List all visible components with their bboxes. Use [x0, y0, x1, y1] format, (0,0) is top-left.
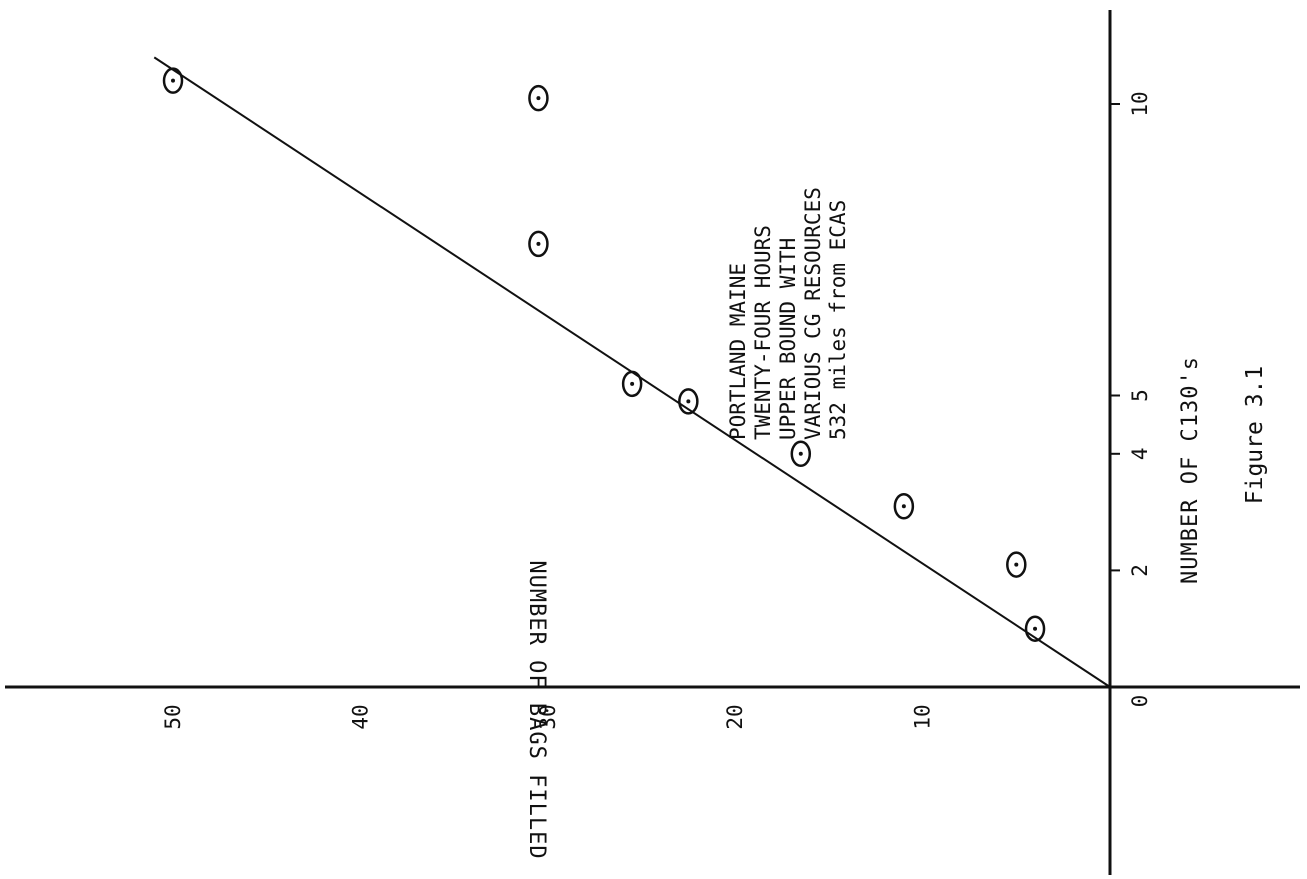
- annotation-line: VARIOUS CG RESOURCES: [801, 187, 825, 440]
- data-point-ring: [528, 84, 549, 112]
- annotation-line: TWENTY-FOUR HOURS: [751, 225, 775, 440]
- x-tick-label: 0: [1128, 695, 1152, 708]
- data-point: [621, 370, 643, 398]
- y-tick-label: 30: [536, 704, 560, 729]
- y-tick-label: 20: [723, 704, 747, 729]
- data-point-dot: [1033, 626, 1038, 631]
- data-point: [528, 84, 549, 112]
- data-point-dot: [630, 381, 635, 386]
- data-point-dot: [901, 504, 906, 509]
- tick-labels: 024510151020304050: [161, 91, 1152, 729]
- data-point: [678, 388, 699, 415]
- data-point-ring: [528, 230, 549, 258]
- y-tick-label: 10: [911, 704, 935, 729]
- x-tick-label: 4: [1128, 447, 1152, 460]
- annotation-line: 532 miles from ECAS: [826, 200, 850, 440]
- data-point-dot: [536, 96, 541, 101]
- data-point: [893, 493, 915, 520]
- y-axis-title: NUMBER OF BAGS FILLED: [524, 560, 549, 859]
- data-point-dot: [686, 399, 691, 404]
- data-point: [790, 440, 812, 468]
- figure-caption: Figure 3.1: [1242, 366, 1268, 504]
- data-point-dot: [171, 78, 175, 83]
- data-point: [1024, 615, 1046, 642]
- y-tick-label: 50: [161, 704, 185, 729]
- annotation-line: PORTLAND MAINE: [726, 263, 750, 440]
- axes: [5, 10, 1300, 875]
- data-points: [162, 67, 1046, 642]
- data-point-dot: [1014, 562, 1019, 567]
- data-point: [162, 67, 184, 94]
- data-point-ring: [621, 370, 643, 398]
- data-point-dot: [536, 241, 541, 246]
- data-point: [1006, 551, 1027, 578]
- data-point-dot: [798, 451, 803, 456]
- x-axis-title: NUMBER OF C130's: [1178, 356, 1203, 584]
- data-point: [528, 230, 549, 258]
- y-tick-label: 40: [348, 704, 372, 729]
- x-tick-label: 2: [1128, 564, 1152, 577]
- x-tick-label: 10: [1128, 91, 1152, 116]
- data-point-ring: [678, 388, 699, 415]
- data-point-ring: [790, 440, 812, 468]
- x-tick-label: 5: [1128, 389, 1152, 402]
- data-point-ring: [1006, 551, 1027, 578]
- data-point-ring: [1024, 615, 1046, 642]
- data-point-ring: [893, 493, 915, 520]
- annotation-block: PORTLAND MAINE TWENTY-FOUR HOURS UPPER B…: [726, 187, 850, 440]
- data-point-ring: [162, 67, 184, 94]
- annotation-line: UPPER BOUND WITH: [776, 238, 800, 440]
